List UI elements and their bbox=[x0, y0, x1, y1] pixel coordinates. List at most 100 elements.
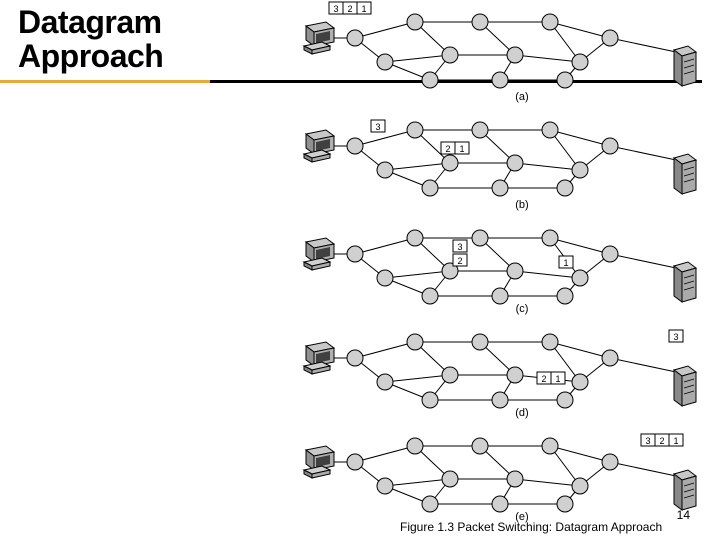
network-node bbox=[422, 392, 438, 408]
network-node bbox=[472, 334, 488, 350]
network-node bbox=[422, 180, 438, 196]
network-node bbox=[377, 478, 393, 494]
packet-label: 1 bbox=[361, 4, 366, 14]
dest-server bbox=[670, 256, 700, 311]
computer-icon bbox=[300, 442, 340, 482]
packet-label: 2 bbox=[445, 144, 450, 154]
network-node bbox=[542, 122, 558, 138]
network-node bbox=[572, 478, 588, 494]
packet-label: 2 bbox=[659, 436, 664, 446]
network-node bbox=[572, 54, 588, 70]
network-svg: 3 2 1 (c) bbox=[290, 216, 720, 320]
network-node bbox=[377, 54, 393, 70]
network-node bbox=[407, 438, 423, 454]
network-node bbox=[422, 72, 438, 88]
title-line1: Datagram bbox=[18, 6, 163, 40]
network-node bbox=[422, 496, 438, 512]
network-node bbox=[507, 47, 523, 63]
network-node bbox=[557, 392, 573, 408]
server-icon bbox=[670, 148, 700, 198]
network-node bbox=[407, 230, 423, 246]
diagram-panel-b: 3 21 (b) bbox=[290, 108, 720, 216]
network-node bbox=[377, 374, 393, 390]
network-node bbox=[507, 155, 523, 171]
source-computer bbox=[300, 126, 340, 171]
network-node bbox=[472, 438, 488, 454]
network-node bbox=[542, 438, 558, 454]
packet-label: 2 bbox=[347, 4, 352, 14]
network-node bbox=[347, 30, 363, 46]
network-node bbox=[377, 270, 393, 286]
server-icon bbox=[670, 256, 700, 306]
figure-caption: Figure 1.3 Packet Switching: Datagram Ap… bbox=[400, 520, 662, 534]
packet-label: 3 bbox=[375, 122, 380, 132]
network-svg: 321 (e) bbox=[290, 424, 720, 528]
network-node bbox=[347, 350, 363, 366]
packet-label: 1 bbox=[459, 144, 464, 154]
computer-icon bbox=[300, 126, 340, 166]
panel-label: (d) bbox=[515, 407, 528, 419]
network-svg: 3 21 (b) bbox=[290, 108, 720, 216]
figure-diagram: 321 (a) 321 (b) bbox=[290, 0, 720, 540]
server-icon bbox=[670, 464, 700, 514]
network-node bbox=[472, 122, 488, 138]
panel-label: (c) bbox=[516, 303, 529, 315]
network-node bbox=[472, 230, 488, 246]
network-node bbox=[347, 454, 363, 470]
network-node bbox=[347, 246, 363, 262]
network-svg: 21 3 (d) bbox=[290, 320, 720, 424]
packet-label: 3 bbox=[333, 4, 338, 14]
network-node bbox=[492, 496, 508, 512]
network-node bbox=[442, 155, 458, 171]
network-node bbox=[492, 288, 508, 304]
packet-label: 3 bbox=[673, 332, 678, 342]
network-node bbox=[347, 138, 363, 154]
network-node bbox=[602, 138, 618, 154]
network-node bbox=[507, 471, 523, 487]
source-computer bbox=[300, 338, 340, 383]
network-node bbox=[492, 392, 508, 408]
diagram-panel-a: 321 (a) bbox=[290, 0, 720, 108]
dest-server bbox=[670, 360, 700, 415]
network-node bbox=[557, 496, 573, 512]
network-node bbox=[572, 270, 588, 286]
network-node bbox=[602, 350, 618, 366]
network-node bbox=[602, 454, 618, 470]
network-node bbox=[407, 14, 423, 30]
network-node bbox=[542, 230, 558, 246]
packet-label: 1 bbox=[555, 374, 560, 384]
network-node bbox=[492, 180, 508, 196]
packet-label: 2 bbox=[457, 256, 462, 266]
packet-label: 2 bbox=[541, 374, 546, 384]
packet-label: 3 bbox=[457, 242, 462, 252]
network-node bbox=[542, 334, 558, 350]
computer-icon bbox=[300, 234, 340, 274]
title-line2: Approach bbox=[18, 40, 163, 74]
source-computer bbox=[300, 234, 340, 279]
network-node bbox=[602, 246, 618, 262]
dest-server bbox=[670, 40, 700, 95]
network-node bbox=[407, 122, 423, 138]
network-node bbox=[442, 471, 458, 487]
network-svg: 321 (a) bbox=[290, 0, 720, 108]
network-node bbox=[442, 47, 458, 63]
diagram-panel-e: 321 (e) bbox=[290, 424, 720, 528]
panel-label: (a) bbox=[515, 91, 528, 103]
page-number: 14 bbox=[677, 508, 690, 522]
dest-server bbox=[670, 148, 700, 203]
network-node bbox=[542, 14, 558, 30]
packet-label: 1 bbox=[563, 258, 568, 268]
computer-icon bbox=[300, 18, 340, 58]
network-node bbox=[507, 367, 523, 383]
panel-label: (b) bbox=[515, 199, 528, 211]
diagram-panel-c: 3 2 1 (c) bbox=[290, 216, 720, 320]
network-node bbox=[557, 180, 573, 196]
network-node bbox=[377, 162, 393, 178]
network-node bbox=[572, 374, 588, 390]
network-node bbox=[472, 14, 488, 30]
network-node bbox=[442, 367, 458, 383]
server-icon bbox=[670, 360, 700, 410]
network-node bbox=[557, 72, 573, 88]
network-node bbox=[407, 334, 423, 350]
source-computer bbox=[300, 18, 340, 63]
